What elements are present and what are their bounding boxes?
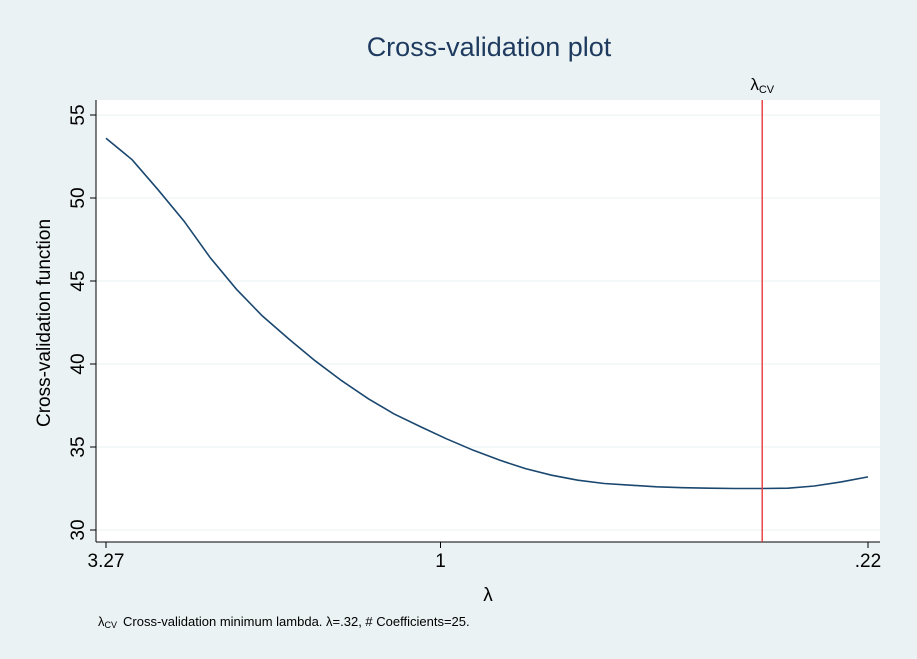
cv-function-line [105, 137, 869, 490]
note-symbol-sub: CV [105, 620, 118, 630]
y-tick-label: 40 [68, 353, 89, 374]
lambda-cv-label: λCV [750, 75, 774, 96]
y-tick-label: 50 [68, 187, 89, 208]
y-tick-label: 30 [68, 519, 89, 540]
gridlines [96, 114, 880, 531]
note-symbol-main: λ [98, 614, 105, 629]
lambda-cv-label-main: λ [750, 75, 759, 94]
plot-area [96, 100, 880, 542]
note-text: Cross-validation minimum lambda. λ=.32, … [123, 614, 470, 629]
chart-title: Cross-validation plot [367, 32, 612, 62]
x-tick-label: 3.27 [88, 551, 125, 572]
y-axis-label: Cross-validation function [34, 219, 55, 427]
y-tick-label: 35 [68, 436, 89, 457]
chart-note: λCV Cross-validation minimum lambda. λ=.3… [98, 614, 470, 630]
y-axis: 30 35 40 45 50 55 [68, 100, 97, 542]
x-axis-label: λ [483, 585, 493, 606]
x-axis: 3.27 1 .22 [88, 541, 881, 572]
x-tick-label: 1 [435, 551, 446, 572]
y-tick-label: 55 [68, 104, 89, 125]
x-tick-label: .22 [855, 551, 881, 572]
lambda-cv-label-sub: CV [759, 84, 775, 96]
y-tick-label: 45 [68, 270, 89, 291]
